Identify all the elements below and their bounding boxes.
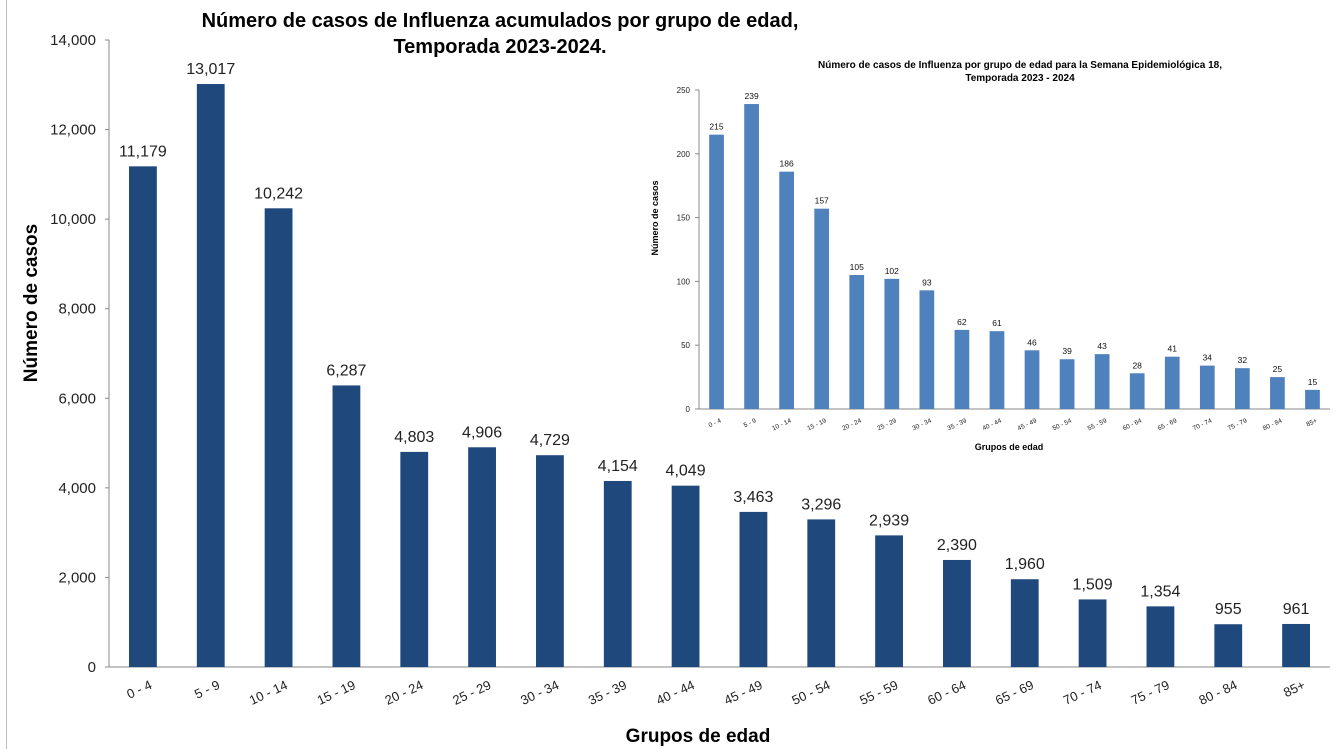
- inset-data-label: 46: [1027, 337, 1037, 347]
- main-data-label: 2,939: [869, 512, 909, 529]
- main-y-tick-label: 4,000: [58, 480, 96, 497]
- main-data-label: 4,803: [394, 429, 434, 446]
- inset-y-tick-label: 150: [677, 214, 691, 223]
- main-data-label: 10,242: [254, 185, 303, 202]
- main-bar: [807, 519, 836, 667]
- inset-bar: [1129, 373, 1145, 409]
- main-bar: [1214, 624, 1243, 667]
- inset-data-label: 25: [1273, 364, 1283, 374]
- main-data-label: 4,154: [598, 458, 638, 475]
- main-bar: [400, 451, 429, 667]
- main-bar: [1078, 599, 1107, 667]
- inset-bar: [1094, 354, 1110, 409]
- inset-y-tick-label: 200: [677, 150, 691, 159]
- inset-background: [640, 52, 1330, 462]
- main-data-label: 1,509: [1073, 576, 1113, 593]
- main-chart-subtitle: Temporada 2023-2024.: [393, 36, 606, 58]
- inset-bar: [1270, 377, 1285, 409]
- inset-data-label: 34: [1203, 353, 1213, 363]
- inset-bar: [1164, 356, 1180, 409]
- inset-data-label: 43: [1097, 341, 1107, 351]
- main-bar: [536, 455, 564, 667]
- main-data-label: 2,390: [937, 537, 977, 554]
- inset-bar: [1305, 389, 1320, 409]
- inset-data-label: 93: [922, 277, 932, 287]
- main-bar: [943, 559, 971, 667]
- inset-bar: [744, 104, 759, 409]
- main-data-label: 1,960: [1005, 556, 1045, 573]
- inset-y-axis-title: Número de casos: [650, 180, 660, 255]
- main-data-label: 4,729: [530, 432, 570, 449]
- inset-bar: [779, 171, 795, 409]
- inset-bar: [989, 331, 1005, 409]
- main-data-label: 3,463: [733, 489, 773, 506]
- inset-data-label: 15: [1308, 377, 1318, 387]
- main-y-tick-label: 12,000: [50, 122, 96, 139]
- main-y-tick-label: 6,000: [58, 390, 96, 407]
- inset-bar: [814, 208, 830, 409]
- inset-data-label: 62: [957, 317, 967, 327]
- inset-data-label: 157: [815, 196, 829, 206]
- inset-y-tick-label: 0: [686, 405, 691, 414]
- inset-x-tick-label: 85+: [1305, 417, 1318, 428]
- main-data-label: 6,287: [326, 362, 366, 379]
- main-data-label: 4,049: [666, 463, 706, 480]
- main-data-label: 11,179: [119, 143, 167, 160]
- main-data-label: 961: [1283, 601, 1310, 618]
- main-bar: [196, 84, 225, 668]
- inset-data-label: 41: [1168, 344, 1178, 354]
- main-chart-title: Número de casos de Influenza acumulados …: [202, 10, 799, 32]
- main-bar: [739, 511, 768, 667]
- inset-data-label: 102: [885, 266, 899, 276]
- main-data-label: 4,906: [462, 424, 502, 441]
- main-y-tick-label: 10,000: [50, 211, 96, 228]
- inset-bar: [954, 329, 970, 409]
- page-left-border: [6, 0, 7, 749]
- inset-x-axis-title: Grupos de edad: [975, 442, 1044, 452]
- main-data-label: 955: [1215, 601, 1242, 618]
- inset-bar: [1059, 359, 1075, 409]
- main-y-tick-label: 8,000: [58, 301, 96, 318]
- main-bar: [875, 535, 903, 667]
- inset-data-label: 186: [780, 159, 794, 169]
- main-bar: [1282, 623, 1310, 667]
- main-bar: [129, 166, 157, 667]
- inset-bar: [884, 278, 900, 409]
- inset-bar: [1024, 350, 1040, 409]
- inset-data-label: 39: [1062, 346, 1072, 356]
- inset-data-label: 32: [1238, 355, 1248, 365]
- main-bar: [264, 208, 293, 667]
- inset-bar: [1199, 365, 1215, 409]
- inset-data-label: 239: [744, 91, 758, 101]
- inset-bar: [919, 290, 935, 409]
- main-bar: [468, 447, 496, 667]
- main-data-label: 3,296: [801, 496, 841, 513]
- inset-y-tick-label: 100: [677, 277, 691, 286]
- inset-y-tick-label: 250: [677, 86, 691, 95]
- main-y-tick-label: 14,000: [50, 32, 96, 49]
- main-data-label: 1,354: [1140, 583, 1180, 600]
- inset-bar: [709, 134, 724, 409]
- main-y-tick-label: 0: [88, 659, 96, 676]
- main-bar: [332, 385, 361, 667]
- main-bar: [1010, 579, 1039, 667]
- main-y-tick-label: 2,000: [58, 569, 96, 586]
- inset-y-tick-label: 50: [681, 341, 690, 350]
- inset-data-label: 215: [709, 122, 723, 132]
- inset-bar: [1234, 368, 1250, 409]
- main-y-axis-title: Número de casos: [21, 224, 42, 382]
- inset-data-label: 105: [850, 262, 864, 272]
- main-x-axis-title: Grupos de edad: [626, 726, 771, 747]
- inset-data-label: 61: [992, 318, 1002, 328]
- main-bar: [1146, 606, 1175, 667]
- main-bar: [671, 485, 700, 667]
- inset-bar: [849, 275, 865, 409]
- main-data-label: 13,017: [186, 61, 235, 78]
- inset-data-label: 28: [1132, 360, 1142, 370]
- inset-chart-subtitle: Temporada 2023 - 2024: [965, 73, 1075, 84]
- main-bar: [603, 480, 632, 667]
- inset-chart-title: Número de casos de Influenza por grupo d…: [818, 60, 1222, 71]
